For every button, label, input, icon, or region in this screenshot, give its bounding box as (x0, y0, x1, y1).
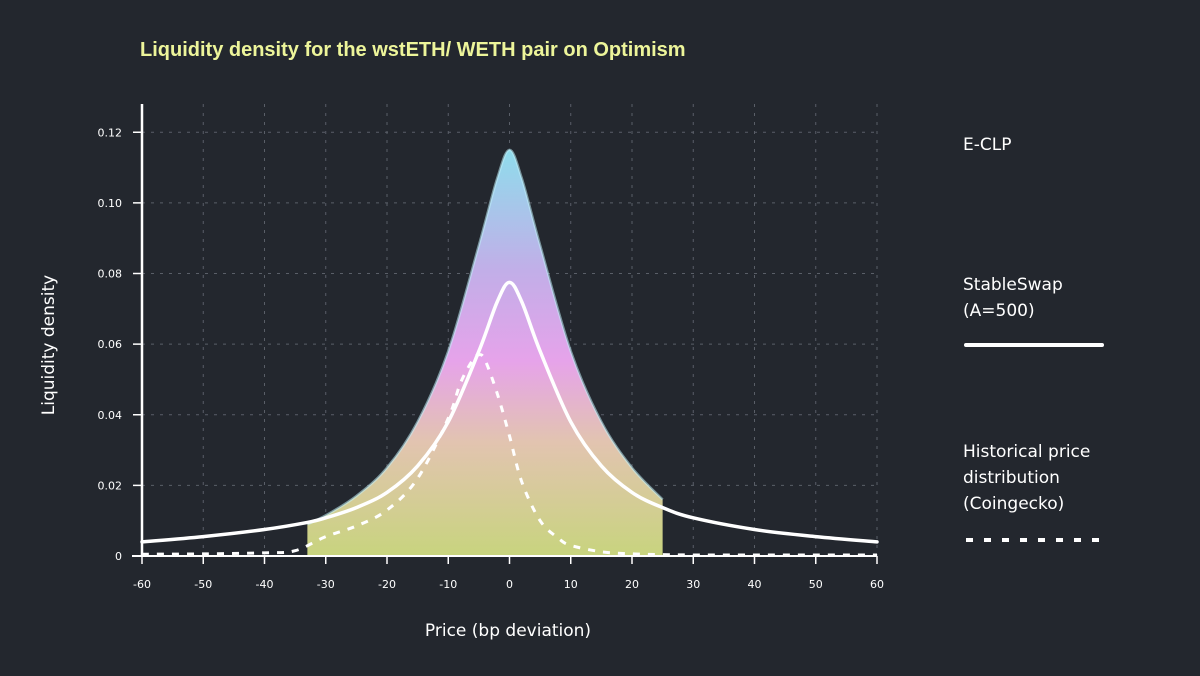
x-tick-label: 40 (748, 578, 762, 591)
e-clp-edge (306, 148, 664, 526)
legend-historical-label-line1: Historical price (963, 442, 1090, 462)
x-tick-label: -10 (439, 578, 457, 591)
y-tick-label: 0 (115, 550, 122, 563)
y-tick-label: 0.02 (98, 479, 123, 492)
y-tick-label: 0.12 (98, 126, 123, 139)
e-clp-area-layer (306, 148, 664, 556)
e-clp-area (307, 149, 663, 556)
x-tick-label: -40 (256, 578, 274, 591)
x-tick-label: 0 (506, 578, 513, 591)
y-tick-label: 0.06 (98, 338, 123, 351)
axes (132, 104, 877, 557)
legend-eclp-label: E-CLP (963, 135, 1011, 155)
x-tick-label: -30 (317, 578, 335, 591)
x-tick-label: 50 (809, 578, 823, 591)
x-tick-label: -50 (194, 578, 212, 591)
legend-stableswap-label-line2: (A=500) (963, 301, 1035, 321)
y-tick-label: 0.10 (98, 197, 123, 210)
x-tick-label: -20 (378, 578, 396, 591)
series-lines (140, 280, 879, 557)
x-tick-label: 20 (625, 578, 639, 591)
y-tick-label: 0.08 (98, 268, 123, 281)
legend: E-CLP StableSwap (A=500) Historical pric… (963, 135, 1105, 542)
x-tick-label: 30 (686, 578, 700, 591)
x-tick-label: -60 (133, 578, 151, 591)
stableswap-line (140, 280, 879, 544)
x-axis-label: Price (bp deviation) (425, 621, 591, 641)
x-tick-labels: -60 -50 -40 -30 -20 -10 0 10 20 30 40 50 60 (133, 556, 884, 591)
y-axis-label: Liquidity density (39, 275, 59, 415)
grid-lines (142, 104, 878, 556)
legend-stableswap-label-line1: StableSwap (963, 275, 1063, 295)
x-tick-label: 60 (870, 578, 884, 591)
range-bound-lines (306, 122, 664, 556)
x-tick-label: 10 (564, 578, 578, 591)
legend-historical-label-line2: distribution (963, 468, 1060, 488)
chart-title: Liquidity density for the wstETH/ WETH p… (140, 39, 686, 61)
y-tick-label: 0.04 (98, 409, 123, 422)
y-tick-labels: 0 0.02 0.04 0.06 0.08 0.10 0.12 (98, 126, 142, 563)
legend-historical-label-line3: (Coingecko) (963, 494, 1064, 514)
